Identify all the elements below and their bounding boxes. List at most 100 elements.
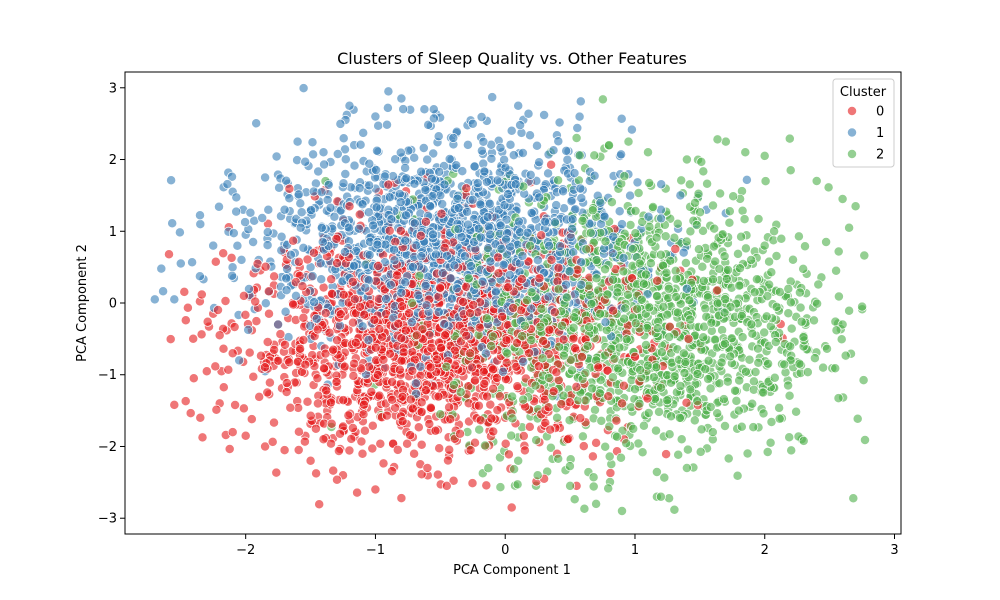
data-point-cluster-1	[459, 251, 470, 262]
data-point-cluster-2	[662, 395, 673, 406]
data-point-cluster-1	[446, 293, 457, 304]
data-point-cluster-2	[783, 283, 794, 294]
data-point-cluster-1	[515, 120, 526, 131]
data-point-cluster-1	[372, 145, 382, 156]
data-point-cluster-0	[398, 347, 409, 358]
data-point-cluster-1	[480, 348, 491, 359]
data-point-cluster-0	[458, 297, 469, 307]
data-point-cluster-0	[405, 430, 416, 441]
data-point-cluster-1	[567, 223, 578, 234]
data-point-cluster-0	[201, 366, 212, 377]
data-point-cluster-2	[636, 294, 647, 305]
data-point-cluster-1	[532, 140, 542, 151]
data-point-cluster-2	[637, 447, 648, 458]
data-point-cluster-1	[437, 268, 448, 278]
data-point-cluster-0	[346, 433, 357, 444]
data-point-cluster-2	[809, 315, 819, 326]
data-point-cluster-0	[432, 469, 443, 480]
data-point-cluster-2	[693, 244, 704, 255]
legend-label-cluster-0: 0	[876, 105, 884, 120]
data-point-cluster-0	[465, 445, 476, 456]
data-point-cluster-1	[423, 119, 434, 130]
y-tick-label: 0	[109, 297, 117, 312]
data-point-cluster-1	[428, 104, 439, 115]
data-point-cluster-2	[474, 424, 485, 435]
data-point-cluster-0	[264, 377, 275, 388]
data-point-cluster-1	[486, 153, 497, 164]
data-point-cluster-0	[445, 414, 456, 425]
data-point-cluster-0	[223, 364, 234, 375]
data-point-cluster-0	[218, 382, 229, 393]
data-point-cluster-0	[500, 438, 511, 449]
data-point-cluster-0	[392, 270, 403, 281]
data-point-cluster-2	[766, 267, 777, 278]
data-point-cluster-0	[180, 315, 191, 326]
data-point-cluster-1	[364, 158, 375, 169]
data-point-cluster-2	[833, 246, 844, 257]
data-point-cluster-0	[475, 415, 486, 426]
y-axis-label: PCA Component 2	[75, 244, 90, 362]
data-point-cluster-2	[552, 412, 563, 423]
data-point-cluster-0	[229, 322, 240, 332]
data-point-cluster-2	[606, 197, 617, 208]
data-point-cluster-0	[402, 438, 413, 449]
data-point-cluster-1	[338, 178, 349, 189]
data-point-cluster-0	[603, 391, 614, 402]
data-point-cluster-2	[577, 431, 588, 442]
data-point-cluster-2	[669, 504, 680, 515]
data-point-cluster-2	[740, 243, 751, 254]
data-point-cluster-1	[544, 240, 555, 251]
data-point-cluster-1	[174, 227, 185, 238]
data-point-cluster-1	[514, 216, 524, 227]
data-point-cluster-2	[833, 393, 844, 404]
data-point-cluster-0	[279, 445, 290, 456]
data-point-cluster-0	[311, 468, 322, 479]
x-tick-label: −1	[366, 543, 385, 558]
data-point-cluster-1	[478, 136, 489, 147]
data-point-cluster-2	[809, 353, 820, 364]
data-point-cluster-0	[180, 396, 191, 407]
data-point-cluster-0	[461, 330, 472, 341]
data-point-cluster-1	[681, 283, 692, 294]
data-point-cluster-2	[675, 298, 686, 309]
data-point-cluster-1	[296, 207, 307, 218]
data-point-cluster-1	[656, 213, 667, 224]
data-point-cluster-2	[481, 313, 492, 324]
data-point-cluster-0	[670, 244, 681, 254]
data-point-cluster-2	[720, 421, 730, 431]
data-point-cluster-1	[540, 216, 550, 227]
data-point-cluster-2	[811, 176, 822, 186]
data-point-cluster-2	[746, 319, 757, 330]
data-point-cluster-0	[444, 444, 455, 455]
y-tick-label: −2	[98, 440, 117, 455]
data-point-cluster-2	[569, 312, 580, 323]
data-point-cluster-2	[703, 292, 713, 303]
data-point-cluster-2	[648, 372, 659, 383]
data-point-cluster-2	[574, 150, 585, 161]
data-point-cluster-1	[434, 166, 445, 177]
data-point-cluster-2	[679, 368, 690, 378]
data-point-cluster-0	[369, 314, 380, 325]
data-point-cluster-2	[676, 175, 687, 186]
data-point-cluster-1	[498, 366, 508, 377]
data-point-cluster-0	[563, 434, 574, 444]
data-point-cluster-1	[313, 166, 324, 177]
data-point-cluster-0	[320, 308, 331, 319]
data-point-cluster-2	[698, 276, 709, 286]
data-point-cluster-0	[549, 307, 560, 318]
data-point-cluster-2	[690, 197, 700, 208]
data-point-cluster-1	[273, 319, 284, 330]
data-point-cluster-0	[250, 296, 261, 307]
data-point-cluster-2	[706, 317, 717, 328]
data-point-cluster-0	[260, 441, 271, 452]
data-point-cluster-1	[492, 175, 503, 186]
data-point-cluster-2	[718, 394, 729, 405]
data-point-cluster-2	[785, 165, 796, 176]
data-point-cluster-1	[413, 290, 424, 301]
data-point-cluster-1	[525, 130, 535, 141]
data-point-cluster-0	[681, 397, 692, 408]
data-point-cluster-2	[695, 446, 706, 457]
data-point-cluster-1	[340, 247, 350, 257]
data-point-cluster-1	[485, 256, 496, 267]
data-point-cluster-2	[665, 255, 676, 266]
